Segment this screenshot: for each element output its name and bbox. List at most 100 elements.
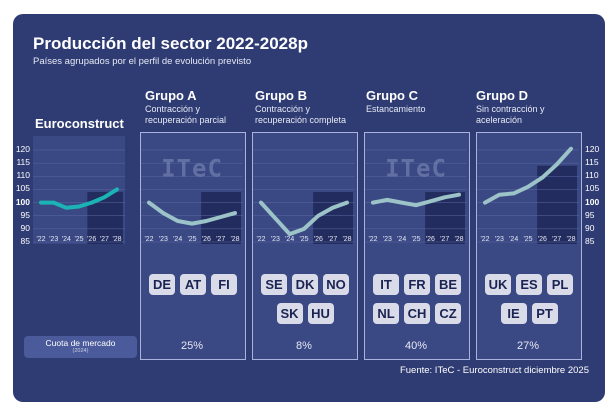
country-badge-de: DE bbox=[149, 274, 175, 295]
country-badge-se: SE bbox=[261, 274, 287, 295]
market-share-text: Cuota de mercado bbox=[45, 338, 116, 348]
x-tick: '26 bbox=[87, 236, 96, 243]
page-title: Producción del sector 2022-2028p bbox=[33, 34, 308, 53]
x-tick: '28 bbox=[566, 236, 575, 243]
group-a-chart: ITeC '22 '23 '24 '25 '26 '27 '28 bbox=[141, 149, 243, 244]
y-tick-right-110: 110 bbox=[585, 170, 599, 181]
x-tick: '25 bbox=[74, 236, 83, 243]
x-tick: '23 bbox=[49, 236, 58, 243]
y-tick-left-105: 105 bbox=[15, 183, 30, 194]
country-badge-ch: CH bbox=[404, 303, 430, 324]
series-line bbox=[147, 200, 237, 226]
x-tick: '27 bbox=[440, 236, 449, 243]
group-d-description: Sin contracción y aceleración bbox=[476, 104, 545, 125]
x-tick: '25 bbox=[299, 236, 308, 243]
x-tick: '24 bbox=[509, 236, 518, 243]
country-badge-fi: FI bbox=[211, 274, 237, 295]
x-tick: '27 bbox=[552, 236, 561, 243]
country-badge-dk: DK bbox=[292, 274, 318, 295]
country-badge-be: BE bbox=[435, 274, 461, 295]
x-tick: '28 bbox=[454, 236, 463, 243]
source-note: Fuente: ITeC - Euroconstruct diciembre 2… bbox=[399, 365, 589, 376]
x-tick: '26 bbox=[538, 236, 547, 243]
group-b-chart: '22 '23 '24 '25 '26 '27 '28 bbox=[253, 149, 355, 244]
x-tick: '23 bbox=[159, 236, 168, 243]
x-tick: '25 bbox=[523, 236, 532, 243]
country-badge-cz: CZ bbox=[435, 303, 461, 324]
country-badge-hu: HU bbox=[307, 303, 334, 324]
group-d-share: 27% bbox=[516, 340, 540, 352]
y-tick-right-85: 85 bbox=[585, 236, 595, 246]
itec-logo: ITeC bbox=[161, 154, 223, 182]
x-tick: '22 bbox=[368, 236, 377, 243]
group-c-description: Estancamiento bbox=[366, 104, 426, 114]
y-tick-right-95: 95 bbox=[585, 209, 595, 220]
x-tick: '22 bbox=[480, 236, 489, 243]
series-line bbox=[371, 192, 461, 208]
x-tick: '26 bbox=[314, 236, 323, 243]
x-tick: '25 bbox=[411, 236, 420, 243]
group-d-chart: '22 '23 '24 '25 '26 '27 '28 bbox=[477, 146, 579, 244]
euroconstruct-label: Euroconstruct bbox=[35, 116, 124, 131]
forecast-shade bbox=[537, 192, 577, 244]
country-badge-fr: FR bbox=[404, 274, 430, 295]
y-tick-right-90: 90 bbox=[585, 222, 595, 233]
x-tick: '23 bbox=[271, 236, 280, 243]
country-badge-it: IT bbox=[373, 274, 399, 295]
x-tick: '23 bbox=[495, 236, 504, 243]
group-a-panel bbox=[140, 132, 246, 360]
y-tick-right-105: 105 bbox=[585, 183, 600, 194]
group-b-panel bbox=[252, 132, 358, 360]
y-tick-left-100: 100 bbox=[15, 196, 30, 207]
y-tick-left-115: 115 bbox=[16, 157, 30, 168]
itec-logo: ITeC bbox=[385, 154, 447, 182]
series-line bbox=[259, 200, 349, 237]
market-share-year: (2024) bbox=[72, 348, 89, 354]
x-tick: '27 bbox=[328, 236, 337, 243]
x-tick: '26 bbox=[426, 236, 435, 243]
country-badge-no: NO bbox=[323, 274, 349, 295]
euroconstruct-chart: '22 '23 '24'25 '26 '27'28 bbox=[33, 136, 125, 244]
country-badge-pt: PT bbox=[531, 303, 558, 324]
y-tick-left-120: 120 bbox=[15, 144, 30, 154]
x-tick: '22 bbox=[256, 236, 265, 243]
y-tick-left-110: 110 bbox=[16, 170, 30, 181]
country-badge-at: AT bbox=[180, 274, 206, 295]
x-tick: '25 bbox=[187, 236, 196, 243]
group-b-title: Grupo B bbox=[255, 88, 307, 103]
country-badge-ie: IE bbox=[500, 303, 527, 324]
page-subtitle: Países agrupados por el perfil de evoluc… bbox=[33, 56, 252, 67]
x-tick: '22 bbox=[36, 236, 45, 243]
country-badge-nl: NL bbox=[373, 303, 399, 324]
x-tick: '28 bbox=[342, 236, 351, 243]
x-tick: '24 bbox=[285, 236, 294, 243]
y-tick-right-115: 115 bbox=[585, 157, 599, 168]
y-tick-left-90: 90 bbox=[20, 222, 30, 233]
y-tick-left-85: 85 bbox=[20, 236, 30, 246]
x-tick: '26 bbox=[202, 236, 211, 243]
x-tick: '28 bbox=[112, 236, 121, 243]
group-b-share: 8% bbox=[296, 340, 312, 352]
country-badge-uk: UK bbox=[485, 274, 511, 295]
group-c-chart: ITeC '22 '23 '24 '25 '26 '27 '28 bbox=[365, 149, 467, 244]
country-badge-sk: SK bbox=[276, 303, 303, 324]
group-d-title: Grupo D bbox=[476, 88, 528, 103]
country-badge-es: ES bbox=[516, 274, 542, 295]
series-line bbox=[39, 187, 119, 210]
x-tick: '24 bbox=[397, 236, 406, 243]
x-tick: '27 bbox=[100, 236, 109, 243]
market-share-label: Cuota de mercado (2024) bbox=[24, 336, 137, 358]
x-tick: '28 bbox=[230, 236, 239, 243]
group-a-share: 25% bbox=[180, 340, 204, 352]
x-tick: '24 bbox=[173, 236, 182, 243]
x-tick: '22 bbox=[144, 236, 153, 243]
y-tick-right-120: 120 bbox=[585, 144, 600, 154]
group-b-description: Contracción y recuperación completa bbox=[255, 104, 347, 125]
x-tick: '27 bbox=[216, 236, 225, 243]
country-badge-pl: PL bbox=[547, 274, 573, 295]
group-c-share: 40% bbox=[404, 340, 428, 352]
y-tick-left-95: 95 bbox=[20, 209, 30, 220]
y-tick-right-100: 100 bbox=[585, 196, 600, 207]
group-a-title: Grupo A bbox=[145, 88, 197, 103]
group-a-description: Contracción y recuperación parcial bbox=[145, 104, 227, 125]
